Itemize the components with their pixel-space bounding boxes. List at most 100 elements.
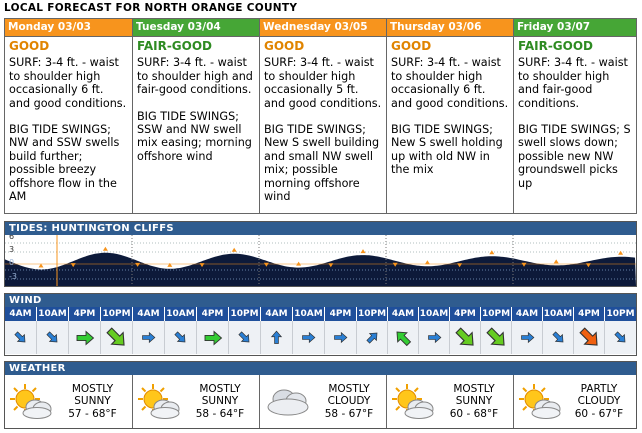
high-tide-marker [553,259,559,264]
surf-summary: SURF: 3-4 ft. - waist to shoulder high a… [137,56,253,97]
day-header[interactable]: Thursday 03/06 [387,19,513,37]
high-tide-marker [360,249,366,254]
day-header[interactable]: Friday 03/07 [514,19,636,37]
wind-cell[interactable] [101,321,133,354]
wind-cell[interactable] [5,321,37,354]
weather-temps: 57 - 68°F [68,407,117,420]
weather-condition-line2: SUNNY [74,395,111,408]
wind-arrow-east-icon [427,331,441,344]
wind-cell[interactable] [419,321,450,354]
surf-summary: SURF: 3-4 ft. - waist to shoulder high o… [391,56,509,110]
wind-time-label: 4PM [197,307,229,321]
tides-panel: TIDES: HUNTINGTON CLIFFS 6 3 0 -3 [4,221,637,287]
wind-cell[interactable] [605,321,636,354]
wind-time-label: 10PM [229,307,261,321]
surf-rating: FAIR-GOOD [518,39,594,53]
wind-time-label: 4AM [5,307,37,321]
wind-time-label: 4AM [388,307,419,321]
wind-time-label: 4PM [69,307,101,321]
wind-arrow-southeast-icon [551,331,563,343]
wind-arrow-southeast-icon [106,327,125,346]
weather-condition-line2: CLOUDY [327,395,371,408]
high-tide-marker [102,246,108,251]
tide-chart: 6 3 0 -3 [5,235,636,286]
wind-arrow-east-icon [142,331,156,344]
surf-summary: SURF: 3-4 ft. - waist to shoulder high a… [518,56,628,110]
wind-arrow-east-icon [334,331,348,344]
wind-arrow-east-icon [520,331,534,344]
day-header[interactable]: Monday 03/03 [5,19,132,37]
low-tide-marker [199,263,205,268]
high-tide-marker [618,250,624,255]
wind-arrow-southeast-icon [14,331,26,343]
sun-cloud-icon [138,383,180,419]
wind-time-label: 10PM [481,307,512,321]
wind-cell[interactable] [450,321,481,354]
wind-cell[interactable] [37,321,69,354]
wind-cell[interactable] [229,321,261,354]
wind-arrows-row [5,321,636,354]
tide-y-label: 3 [9,245,14,254]
high-tide-marker [231,247,237,252]
day-body: GOOD SURF: 3-4 ft. - waist to shoulder hi… [260,37,386,203]
wind-cell[interactable] [197,321,229,354]
wind-cell[interactable] [325,321,357,354]
wind-arrow-southeast-icon [46,331,58,343]
wind-cell[interactable] [165,321,197,354]
weather-condition-line2: SUNNY [201,395,239,408]
weather-condition-line2: SUNNY [455,395,493,408]
day-body: GOOD SURF: 3-4 ft. - waist to shoulder hi… [387,37,513,177]
wind-arrow-southeast-icon [174,331,186,343]
weather-text: MOSTLY SUNNY 60 - 68°F [435,383,513,421]
wind-arrow-east-icon [76,330,94,345]
forecast-day: Friday 03/07 FAIR-GOOD SURF: 3-4 ft. - wai… [514,19,636,213]
weather-condition-line2: CLOUDY [577,395,621,408]
page-title: LOCAL FORECAST FOR NORTH ORANGE COUNTY [4,2,298,14]
wind-arrow-east-icon [204,330,222,345]
low-tide-marker [392,262,398,267]
wind-cell[interactable] [543,321,574,354]
low-tide-marker [263,262,269,267]
wind-cell[interactable] [293,321,325,354]
low-tide-marker [521,262,527,267]
wind-cell[interactable] [512,321,543,354]
wind-arrow-southeast-icon [614,331,626,343]
wind-time-label: 4PM [325,307,357,321]
wind-time-label: 4PM [574,307,605,321]
wind-cell[interactable] [261,321,293,354]
surf-rating: GOOD [9,39,50,53]
weather-row: MOSTLY SUNNY 57 - 68°F MOSTLY SUNNY 58 - 64°F… [5,375,636,428]
wind-cell[interactable] [388,321,419,354]
day-header[interactable]: Wednesday 03/05 [260,19,386,37]
low-tide-marker [70,263,76,268]
weather-condition-line1: MOSTLY [453,382,495,395]
wind-cell[interactable] [69,321,101,354]
wind-arrow-southeast-icon [238,331,250,343]
sun-cloud-icon [519,383,561,419]
high-tide-marker [296,261,302,266]
weather-text: MOSTLY SUNNY 58 - 64°F [181,383,259,421]
weather-condition-line1: PARTLY [580,382,618,395]
high-tide-marker [38,263,44,268]
wind-cell[interactable] [574,321,605,354]
wind-cell[interactable] [357,321,388,354]
weather-text: PARTLY CLOUDY 60 - 67°F [562,383,636,421]
wind-cell[interactable] [133,321,165,354]
weather-text: MOSTLY CLOUDY 58 - 67°F [312,383,386,421]
weather-day: MOSTLY SUNNY 60 - 68°F [387,375,514,428]
tide-y-label: 6 [9,235,14,241]
surf-rating: GOOD [264,39,305,53]
wind-cell[interactable] [481,321,512,354]
weather-header: WEATHER [5,362,636,375]
high-tide-marker [167,262,173,267]
tide-y-label: -3 [9,272,17,281]
forecast-notes: BIG TIDE SWINGS; NW and SSW swells build… [9,123,120,204]
wind-times-row: 4AM 10AM 4PM 10PM 4AM 10AM 4PM 10PM 4AM 10AM 4PM 10… [5,307,636,321]
wind-panel: WIND 4AM 10AM 4PM 10PM 4AM 10AM 4PM 10PM 4AM 10AM… [4,293,637,356]
wind-time-label: 4AM [261,307,293,321]
day-header[interactable]: Tuesday 03/04 [133,19,259,37]
wind-arrow-southeast-icon [454,327,474,346]
forecast-day: Monday 03/03 GOOD SURF: 3-4 ft. - waist to… [5,19,133,213]
wind-arrow-north-icon [270,330,283,344]
wind-time-label: 4PM [450,307,481,321]
